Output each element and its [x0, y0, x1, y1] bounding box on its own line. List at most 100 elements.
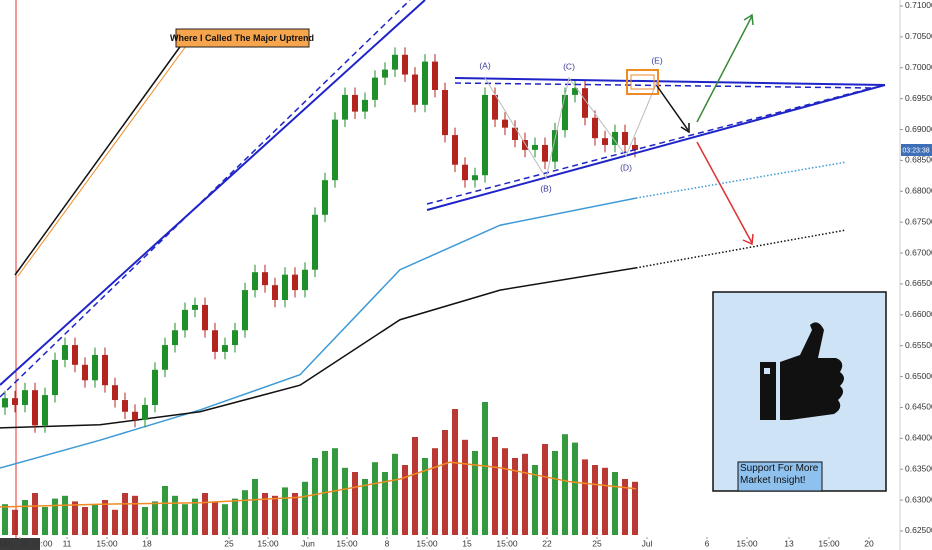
uptrend-line-dashed: [0, 0, 411, 398]
highlight-box: [626, 69, 659, 95]
volume-bar: [472, 451, 478, 535]
volume-bar: [632, 481, 638, 535]
arrow-black: [656, 85, 689, 131]
highlight-box-inner: [630, 74, 655, 90]
candle-body: [242, 290, 248, 331]
x-tick-label: 6: [705, 538, 710, 548]
volume-bar: [282, 487, 288, 535]
candle-body: [342, 94, 348, 120]
volume-bar: [382, 472, 388, 535]
candle-body: [22, 390, 28, 405]
candle-body: [12, 398, 18, 405]
candle-body: [252, 272, 258, 291]
arrow-black-head: [680, 123, 690, 134]
x-tick-label: 25: [592, 538, 602, 548]
volume-bar: [492, 437, 498, 535]
x-tick-label: 18: [142, 538, 152, 548]
volume-bar: [612, 472, 618, 535]
candle-body: [32, 390, 38, 426]
candle-body: [72, 345, 78, 365]
wave-path: [484, 76, 658, 180]
drawings: [0, 0, 886, 398]
volume-bar: [302, 481, 308, 535]
wave-label: (E): [651, 55, 663, 65]
candle-body: [222, 345, 228, 352]
candle-body: [302, 269, 308, 291]
volume-bar: [552, 451, 558, 535]
volume-bar: [312, 458, 318, 535]
candle-body: [112, 385, 118, 401]
candle-body: [412, 74, 418, 105]
candle-body: [172, 330, 178, 346]
candle-body: [232, 330, 238, 346]
wave-label: (B): [540, 183, 552, 193]
x-tick-label: 15:00: [818, 538, 840, 548]
candle-body: [442, 89, 448, 136]
volume-bar: [392, 453, 398, 535]
volume-bar: [242, 490, 248, 535]
volume-bar: [112, 509, 118, 535]
callout-label-box: [737, 461, 823, 492]
volume-bar: [402, 465, 408, 535]
candle-body: [612, 131, 618, 145]
volume-bar: [82, 507, 88, 535]
volume-bar: [12, 509, 18, 535]
candle-body: [182, 309, 188, 331]
volume-bar: [22, 500, 28, 535]
y-tick-label: 0.62500: [905, 525, 932, 535]
thumb-cuff: [760, 362, 776, 420]
volume-bar: [72, 501, 78, 535]
thumb-detail: [764, 368, 770, 374]
indicator-line: [635, 161, 846, 199]
volume-bar: [62, 495, 68, 535]
candle-body: [392, 54, 398, 70]
candle-body: [312, 214, 318, 270]
candle-body: [62, 345, 68, 360]
triangle-bottom: [426, 84, 886, 211]
candle-body: [552, 130, 558, 162]
x-tick-label: 15:00: [416, 538, 438, 548]
candle-body: [382, 69, 388, 78]
candle-body: [202, 304, 208, 331]
price-badge: [901, 144, 932, 156]
uptrend-line: [0, 0, 426, 386]
volume-bar: [192, 498, 198, 535]
candle-body: [622, 131, 628, 145]
volume-bar: [172, 495, 178, 535]
callout-line-shadow: [17, 45, 187, 277]
callout-box: [175, 28, 310, 48]
volume-bar: [482, 402, 488, 535]
volume-bar: [422, 458, 428, 535]
x-tick-label: 15:00: [496, 538, 518, 548]
candle-body: [562, 94, 568, 131]
x-tick-label: Jul: [642, 538, 653, 548]
volume-bar: [412, 437, 418, 535]
volume-bar: [292, 493, 298, 535]
x-tick-label: 15:00: [257, 538, 279, 548]
volume-bar: [252, 479, 258, 535]
volume-bar: [212, 501, 218, 535]
volume-bar: [372, 462, 378, 535]
x-tick-label: 11: [63, 538, 72, 548]
triangle-bottom-dashed: [426, 87, 873, 205]
wave-label: (C): [563, 61, 575, 71]
candle-body: [372, 77, 378, 100]
volume-bar: [152, 501, 158, 535]
volume-bar: [542, 444, 548, 535]
candle-body: [522, 140, 528, 150]
volume-bar: [122, 493, 128, 535]
time-badge: [0, 538, 40, 550]
volume-bar: [202, 493, 208, 535]
